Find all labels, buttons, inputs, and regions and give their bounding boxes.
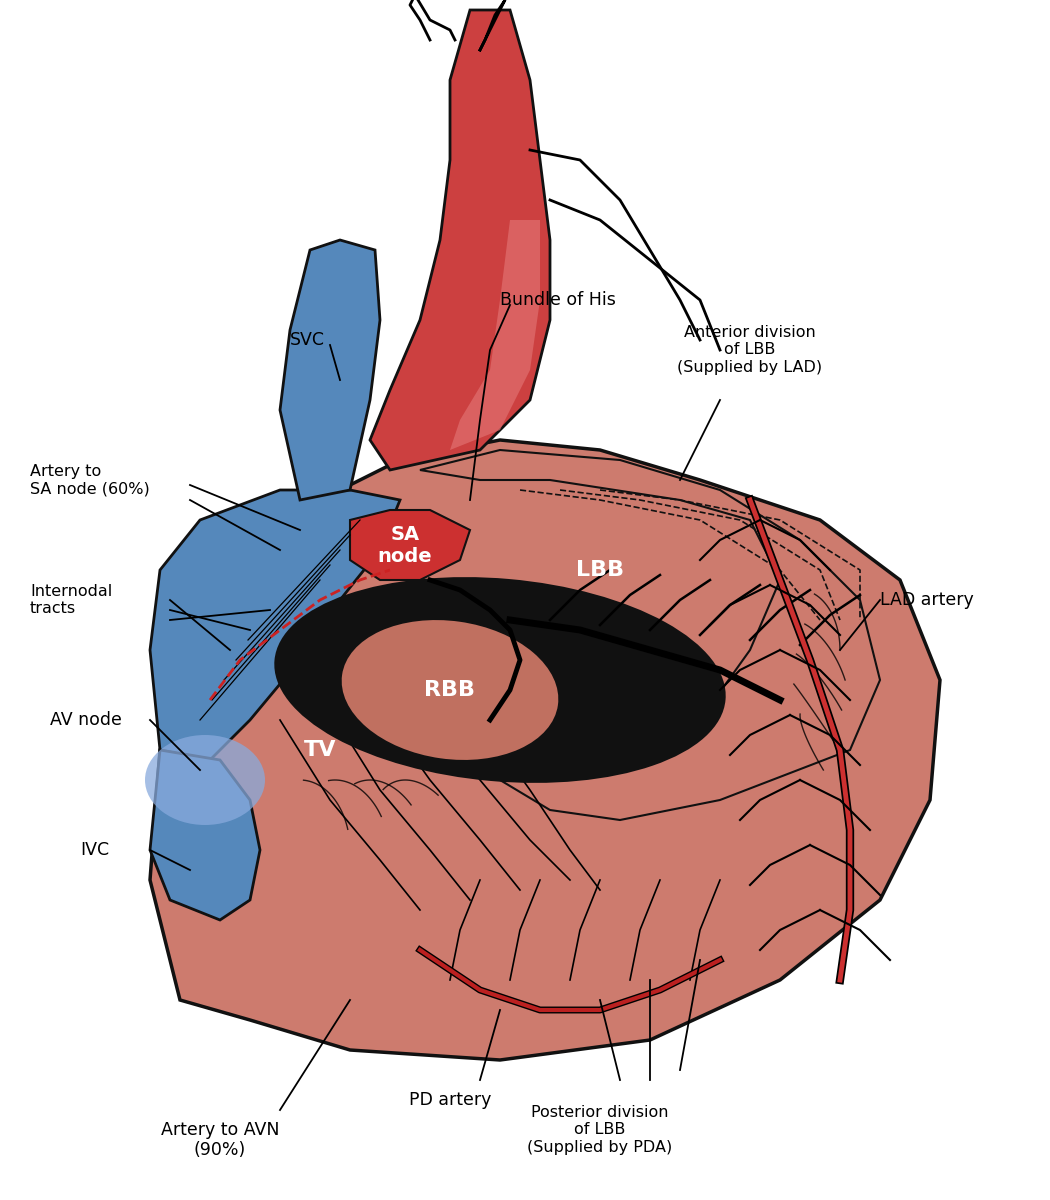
Text: TV: TV: [303, 740, 336, 760]
Text: PD artery: PD artery: [408, 1091, 491, 1109]
Text: RBB: RBB: [424, 680, 476, 700]
Polygon shape: [150, 490, 400, 760]
Text: Artery to
SA node (60%): Artery to SA node (60%): [30, 463, 150, 497]
Ellipse shape: [276, 578, 724, 781]
Polygon shape: [370, 10, 550, 470]
Polygon shape: [420, 450, 880, 820]
Polygon shape: [150, 750, 260, 920]
Polygon shape: [280, 240, 380, 500]
Text: LAD artery: LAD artery: [880, 590, 973, 608]
Text: Artery to AVN
(90%): Artery to AVN (90%): [161, 1121, 279, 1159]
Text: Bundle of His: Bundle of His: [500, 290, 616, 308]
Text: AV node: AV node: [50, 710, 122, 728]
Text: Internodal
tracts: Internodal tracts: [30, 583, 112, 617]
Polygon shape: [350, 510, 470, 580]
Ellipse shape: [145, 734, 265, 826]
Text: SVC: SVC: [290, 331, 326, 349]
Text: Posterior division
of LBB
(Supplied by PDA): Posterior division of LBB (Supplied by P…: [527, 1105, 673, 1154]
Ellipse shape: [340, 619, 560, 761]
Polygon shape: [450, 220, 540, 450]
Text: IVC: IVC: [80, 841, 109, 859]
Polygon shape: [150, 440, 940, 1060]
Text: Anterior division
of LBB
(Supplied by LAD): Anterior division of LBB (Supplied by LA…: [677, 325, 822, 374]
Text: SA
node: SA node: [378, 524, 433, 565]
Text: LBB: LBB: [576, 560, 624, 580]
